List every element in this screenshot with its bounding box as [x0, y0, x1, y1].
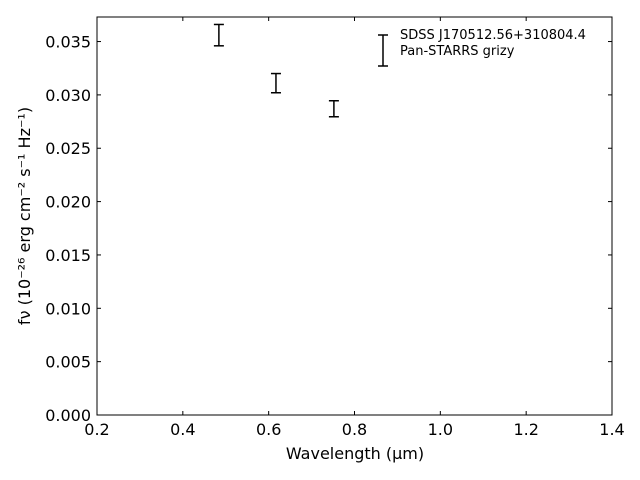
- x-tick-label: 0.4: [170, 420, 195, 439]
- y-tick-label: 0.020: [45, 193, 91, 212]
- y-axis-label: fν (10⁻²⁶ erg cm⁻² s⁻¹ Hz⁻¹): [15, 107, 34, 325]
- y-tick-label: 0.000: [45, 406, 91, 425]
- y-tick-label: 0.010: [45, 299, 91, 318]
- x-tick-label: 0.2: [84, 420, 109, 439]
- x-tick-label: 1.0: [428, 420, 453, 439]
- x-tick-label: 1.4: [599, 420, 624, 439]
- y-tick-label: 0.030: [45, 86, 91, 105]
- x-axis-label: Wavelength (μm): [286, 444, 424, 463]
- y-tick-label: 0.035: [45, 33, 91, 52]
- y-tick-label: 0.015: [45, 246, 91, 265]
- y-tick-label: 0.005: [45, 353, 91, 372]
- x-tick-label: 0.8: [342, 420, 367, 439]
- y-tick-label: 0.025: [45, 139, 91, 158]
- legend-label: SDSS J170512.56+310804.4 Pan-STARRS griz…: [400, 28, 586, 59]
- x-tick-label: 1.2: [513, 420, 538, 439]
- x-tick-label: 0.6: [256, 420, 281, 439]
- axes-frame: [96, 16, 613, 416]
